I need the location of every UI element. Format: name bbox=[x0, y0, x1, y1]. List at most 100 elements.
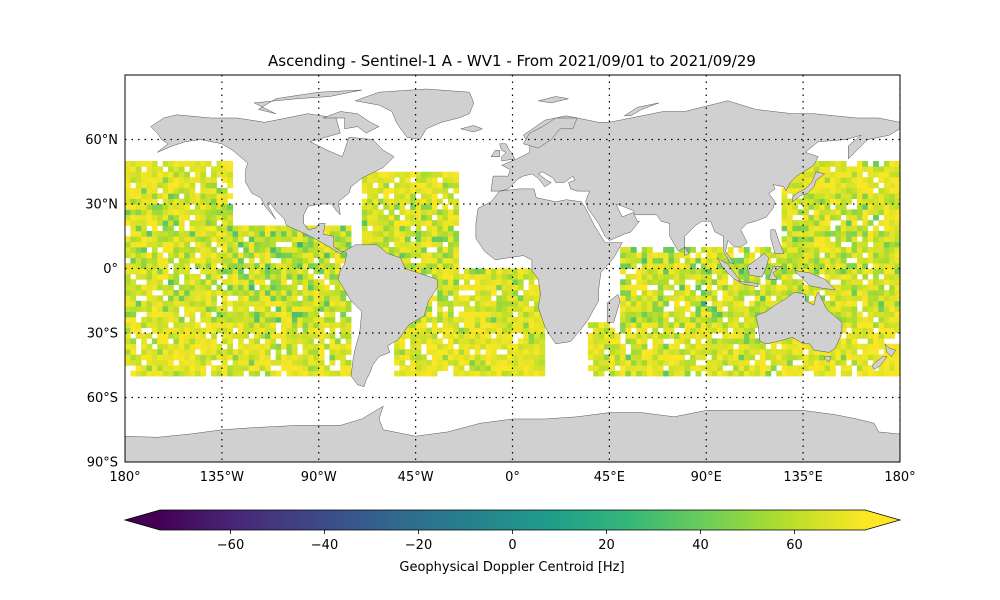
doppler-cell bbox=[232, 241, 239, 248]
doppler-cell bbox=[668, 370, 675, 377]
doppler-cell bbox=[221, 209, 228, 216]
doppler-cell bbox=[227, 263, 234, 269]
doppler-cell bbox=[259, 230, 266, 237]
doppler-cell bbox=[873, 214, 879, 221]
doppler-cell bbox=[625, 284, 632, 291]
doppler-cell bbox=[474, 284, 481, 291]
doppler-cell bbox=[862, 198, 869, 205]
doppler-cell bbox=[184, 182, 190, 189]
doppler-cell bbox=[700, 279, 707, 286]
doppler-cell bbox=[673, 354, 680, 361]
doppler-cell bbox=[189, 279, 196, 286]
doppler-cell bbox=[168, 306, 174, 312]
doppler-cell bbox=[830, 247, 836, 253]
doppler-cell bbox=[254, 268, 260, 275]
doppler-cell bbox=[824, 204, 831, 210]
doppler-cell bbox=[673, 359, 680, 366]
doppler-cell bbox=[243, 333, 250, 339]
doppler-cell bbox=[840, 220, 847, 226]
doppler-cell bbox=[168, 220, 174, 226]
doppler-cell bbox=[851, 354, 858, 361]
doppler-cell bbox=[388, 220, 395, 226]
doppler-cell bbox=[313, 252, 320, 259]
colorbar-tick-label: −40 bbox=[311, 538, 338, 553]
doppler-cell bbox=[426, 252, 433, 259]
doppler-cell bbox=[717, 247, 723, 253]
doppler-cell bbox=[652, 268, 659, 275]
doppler-cell bbox=[200, 241, 207, 248]
doppler-cell bbox=[394, 187, 400, 194]
doppler-cell bbox=[894, 306, 900, 312]
doppler-cell bbox=[216, 322, 223, 329]
doppler-cell bbox=[426, 365, 433, 372]
doppler-cell bbox=[517, 338, 524, 345]
doppler-cell bbox=[157, 343, 164, 350]
doppler-cell bbox=[259, 306, 266, 312]
doppler-cell bbox=[232, 311, 239, 318]
doppler-cell bbox=[307, 306, 314, 312]
doppler-cell bbox=[873, 273, 879, 280]
doppler-cell bbox=[307, 290, 314, 296]
doppler-cell bbox=[189, 230, 196, 237]
doppler-cell bbox=[238, 300, 244, 307]
doppler-cell bbox=[394, 343, 400, 350]
doppler-cell bbox=[776, 295, 782, 302]
doppler-cell bbox=[259, 300, 266, 307]
doppler-cell bbox=[151, 241, 158, 248]
lat-tick-label: 60°S bbox=[87, 391, 118, 406]
doppler-cell bbox=[490, 322, 497, 329]
doppler-cell bbox=[211, 300, 217, 307]
doppler-cell bbox=[883, 204, 890, 210]
doppler-cell bbox=[297, 316, 303, 323]
doppler-cell bbox=[469, 327, 476, 334]
doppler-cell bbox=[765, 257, 772, 264]
doppler-cell bbox=[862, 322, 869, 329]
doppler-cell bbox=[830, 257, 836, 264]
doppler-cell bbox=[307, 252, 314, 259]
doppler-cell bbox=[474, 311, 481, 318]
doppler-cell bbox=[399, 198, 406, 205]
doppler-cell bbox=[125, 343, 131, 350]
doppler-cell bbox=[684, 273, 691, 280]
doppler-cell bbox=[345, 241, 352, 248]
doppler-cell bbox=[760, 343, 766, 350]
doppler-cell bbox=[275, 316, 282, 323]
doppler-cell bbox=[194, 365, 201, 372]
doppler-cell bbox=[135, 290, 142, 296]
doppler-cell bbox=[259, 241, 266, 248]
doppler-cell bbox=[178, 225, 185, 232]
doppler-cell bbox=[151, 252, 158, 259]
doppler-cell bbox=[873, 257, 879, 264]
doppler-cell bbox=[894, 182, 900, 189]
doppler-cell bbox=[286, 295, 293, 302]
doppler-cell bbox=[480, 284, 486, 291]
doppler-cell bbox=[534, 349, 540, 355]
doppler-cell bbox=[803, 284, 809, 291]
doppler-cell bbox=[377, 241, 384, 248]
doppler-cell bbox=[733, 359, 739, 366]
doppler-cell bbox=[453, 349, 460, 355]
doppler-cell bbox=[781, 359, 788, 366]
doppler-cell bbox=[523, 306, 530, 312]
doppler-cell bbox=[238, 306, 244, 312]
doppler-cell bbox=[684, 322, 691, 329]
doppler-cell bbox=[813, 225, 820, 232]
doppler-cell bbox=[324, 273, 330, 280]
doppler-cell bbox=[151, 295, 158, 302]
doppler-cell bbox=[318, 306, 325, 312]
doppler-cell bbox=[340, 241, 347, 248]
doppler-cell bbox=[824, 182, 831, 189]
doppler-cell bbox=[706, 349, 713, 355]
doppler-cell bbox=[307, 284, 314, 291]
doppler-cell bbox=[173, 279, 180, 286]
doppler-cell bbox=[302, 252, 309, 259]
doppler-cell bbox=[259, 327, 266, 334]
doppler-cell bbox=[270, 370, 277, 377]
doppler-cell bbox=[480, 279, 486, 286]
doppler-cell bbox=[835, 290, 842, 296]
doppler-cell bbox=[717, 252, 723, 259]
doppler-cell bbox=[803, 268, 809, 275]
doppler-cell bbox=[453, 247, 460, 253]
doppler-cell bbox=[894, 327, 900, 334]
doppler-cell bbox=[840, 161, 847, 167]
